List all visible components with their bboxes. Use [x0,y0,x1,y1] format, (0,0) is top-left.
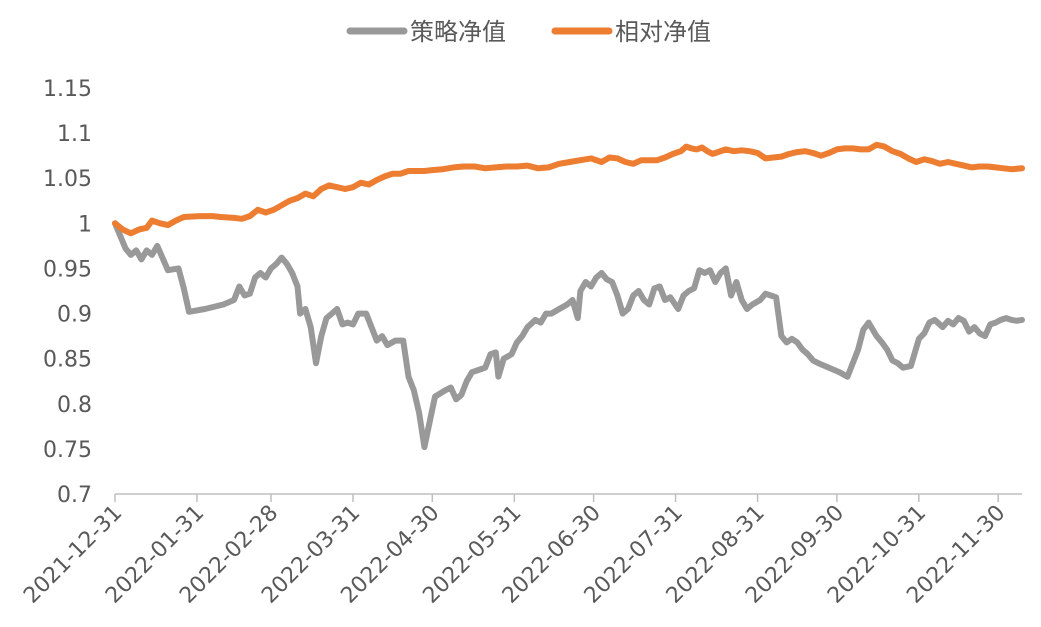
y-tick-label: 1.1 [57,122,92,147]
y-axis: 0.7 0.75 0.8 0.85 0.9 0.95 1 1.05 1.1 1.15 [43,77,92,508]
legend-label-strategy: 策略净值 [410,18,506,46]
x-axis: 2021-12-312022-01-312022-02-282022-03-31… [19,493,1022,609]
legend-label-relative: 相对净值 [615,18,711,46]
y-tick-label: 1.05 [43,167,92,192]
y-tick-label: 0.7 [57,483,92,508]
y-tick-label: 0.95 [43,257,92,282]
y-tick-label: 0.8 [57,393,92,418]
y-tick-label: 1.15 [43,77,92,102]
y-tick-label: 1 [78,212,92,237]
y-tick-label: 0.85 [43,348,92,373]
y-tick-label: 0.9 [57,303,92,328]
series-layer [112,141,1025,451]
legend: 策略净值 相对净值 [346,18,711,46]
series-line-strategy [112,220,1025,451]
series-line-relative [112,141,1025,237]
y-tick-label: 0.75 [43,438,92,463]
